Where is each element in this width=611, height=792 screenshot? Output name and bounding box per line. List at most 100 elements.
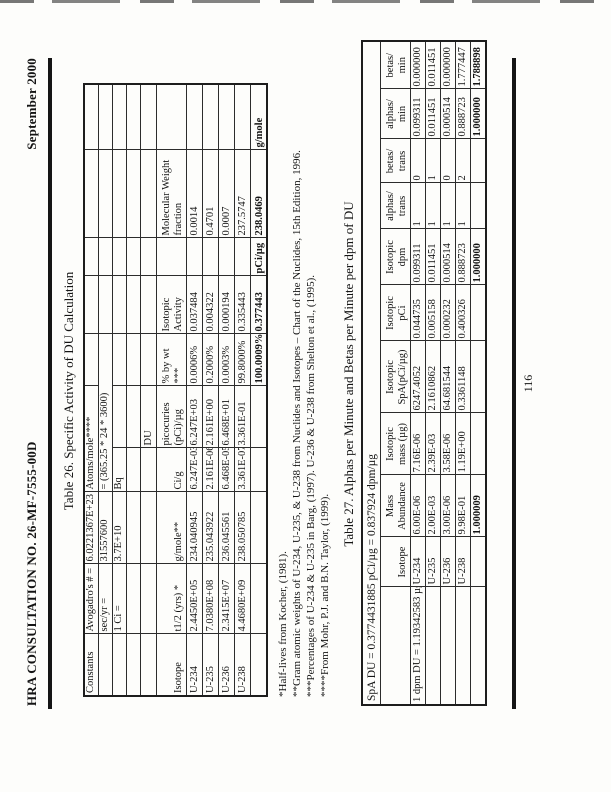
table-cell: 0.400326 [455,285,470,341]
table-cell: DU [140,385,157,448]
table-cell [250,564,268,634]
table-cell [140,564,157,634]
table-header-cell: betas/ trans [380,139,410,183]
table-cell [140,634,157,696]
table-cell [202,83,219,150]
table-cell [470,139,486,183]
table-cell: 0.044735 [410,285,425,341]
table-row: 1 dpm DU = 1.19342583 µg U-234 6.00E-06 7.1… [410,40,425,705]
table-cell [440,587,455,705]
table-header-cell: Isotopic SpA(pCi/µg) [380,341,410,413]
table-cell [98,634,113,696]
table-cell: 2.3415E+07 [218,564,235,634]
table-cell: U-236 [440,537,455,587]
footnote-line: *Half-lives from Kocher, (1981). [277,551,289,697]
table-cell: 0.000232 [440,285,455,341]
table-cell: Avogadro's # = [84,564,99,634]
table-cell: 1 [410,183,425,229]
table-cell [470,537,486,587]
table-cell: 2.39E-03 [425,413,440,475]
table-cell [470,413,486,475]
table-cell: 3.00E-06 [440,475,455,537]
table-cell [84,149,99,238]
table-cell [126,237,141,276]
table-cell: 0.005158 [425,285,440,341]
table-cell [98,149,113,238]
table-row: sec/yr = 31557600 = (365.25 * 24 * 3600) [98,83,113,696]
table-cell: 0.2000% [202,333,219,386]
table-cell: 3.58E-06 [440,413,455,475]
table-cell: 0.011451 [425,40,440,89]
table-cell: 0.000514 [440,89,455,139]
table-cell [470,285,486,341]
table-row: U-235 7.0380E+08 235.043922 2.161E-06 2.161E… [202,83,219,696]
table-cell: 238.050785 [234,492,251,564]
table-row: Constants Avogadro's # = 6.0221367E+23 Atom… [84,83,99,696]
specific-activity-table: Constants Avogadro's # = 6.0221367E+23 Atom… [83,82,269,697]
document-header: HRA CONSULTATION NO. 26-MF-7555-00D Sept… [24,58,40,706]
footer-rule [512,58,516,709]
table-cell: 1 [455,183,470,229]
footnote-line: ***Percentages of U-234 & U-235 in Barg,… [305,275,317,697]
table-cell: 1 dpm DU = 1.19342583 µg [410,587,425,705]
table-row: Isotope t1/2 (yrs) * g/mole** Ci/g picocurie… [156,83,187,696]
table-cell: 235.043922 [202,492,219,564]
table-cell: 0.0014 [186,149,203,238]
table-cell [126,333,141,386]
table-cell: 6.247E+03 [186,385,203,448]
table-cell: 3.7E+10 [112,492,127,564]
table-cell [140,448,157,492]
table-cell: 0.004322 [202,275,219,334]
table-cell [126,492,141,564]
table-cell: g/mole [250,83,268,150]
table-row: U-236 2.3415E+07 236.045561 6.468E-05 6.468E… [218,83,235,696]
table-header-cell: Isotope [156,634,187,696]
table-cell [140,333,157,386]
table-header-cell: Isotopic Activity [156,275,187,334]
table-header-cell: alphas/ min [380,89,410,139]
table-row: Isotope Mass Abundance Isotopic mass (µg) I… [380,40,410,705]
table-cell [84,237,99,276]
table-cell: 0 [440,139,455,183]
footnote-line: **Gram atomic weights of U-234, U-235, &… [291,150,303,697]
table-cell [126,275,141,334]
table-cell [112,83,127,150]
table-header-cell [380,587,410,705]
table-cell [126,448,141,492]
table-cell [98,237,113,276]
table-cell: 1 [425,139,440,183]
table-cell [112,634,127,696]
table-cell: 0.000514 [440,229,455,285]
table-cell: 9.98E-01 [455,475,470,537]
table-cell: 0.000000 [410,40,425,89]
table-cell: 2.1610862 [425,341,440,413]
table-cell: 1.000009 [470,475,486,537]
scan-edge-artifact [0,0,611,3]
table-header-cell: betas/ min [380,40,410,89]
table-cell: U-236 [218,634,235,696]
table-cell: 2 [455,139,470,183]
table-cell: U-235 [425,537,440,587]
table-cell: 0.4701 [202,149,219,238]
table-row: 1 Ci = 3.7E+10 Bq [112,83,127,696]
table-cell: 0.377443 [250,275,268,334]
table-cell [126,149,141,238]
table-cell [98,83,113,150]
table-cell: 1 [425,183,440,229]
table-header-cell: Isotopic pCi [380,285,410,341]
table-cell [84,275,99,334]
table-cell [234,237,251,276]
table-cell: 1 Ci = [112,564,127,634]
table-cell [140,492,157,564]
table-cell: 64.681544 [440,341,455,413]
table-cell: = (365.25 * 24 * 3600) [98,333,113,492]
table-cell: 0.099311 [410,229,425,285]
table-header-cell: % by wt *** [156,333,187,386]
table-row: U-236 3.00E-06 3.58E-06 64.681544 0.000232 0.… [440,40,455,705]
table-cell: 0.0007 [218,149,235,238]
table-cell: 6247.4052 [410,341,425,413]
table-row: SpA DU = 0.3774431885 pCi/µg = 0.837924 … [362,40,380,705]
table-cell: 2.161E-06 [202,448,219,492]
table-row: 1.000009 1.000000 1.000000 1.788898 [470,40,486,705]
table-cell: 2.00E-03 [425,475,440,537]
